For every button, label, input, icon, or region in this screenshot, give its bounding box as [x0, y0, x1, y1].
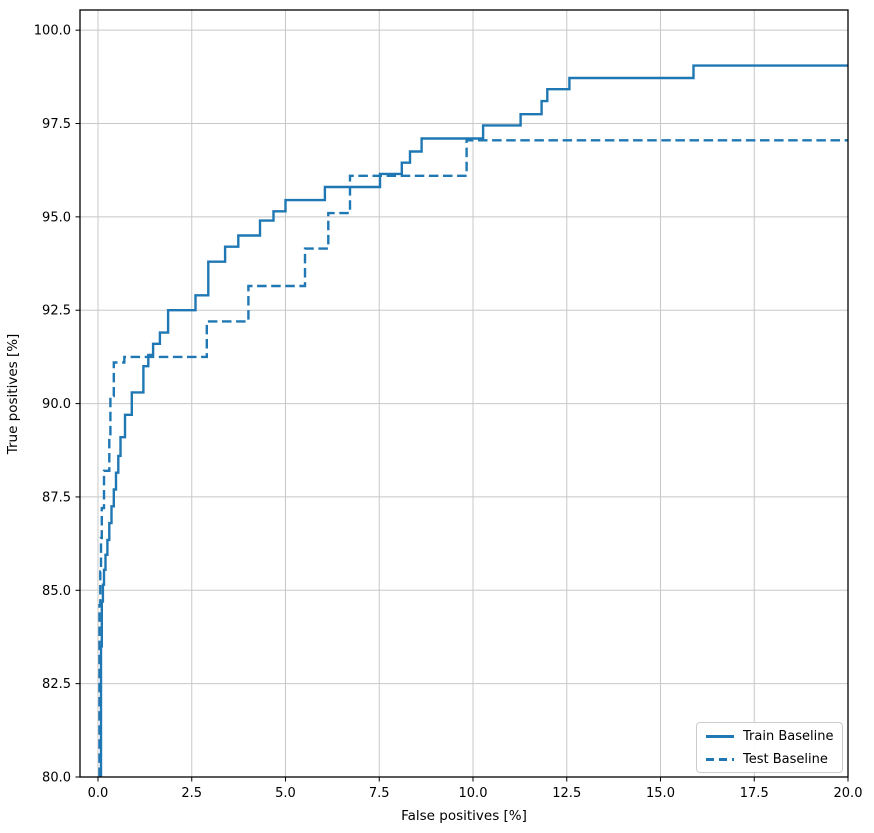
x-tick-label: 0.0 — [88, 786, 109, 801]
y-tick-label: 95.0 — [42, 210, 71, 225]
y-tick-label: 80.0 — [42, 771, 71, 786]
y-axis-label: True positives [%] — [5, 334, 21, 456]
train-baseline-line-sample — [706, 735, 734, 738]
x-tick-label: 15.0 — [646, 786, 675, 801]
legend-item-test-baseline: Test Baseline — [706, 753, 833, 766]
tick-label-layer: 0.0 2.5 5.0 7.5 10.0 12.5 15.0 17.5 20.0 80.0 82.5… — [34, 24, 863, 801]
x-tick-label: 10.0 — [459, 786, 488, 801]
legend: Train Baseline Test Baseline — [696, 722, 843, 773]
test-baseline-line-sample — [706, 758, 734, 761]
y-tick-label: 85.0 — [42, 584, 71, 599]
y-tick-label: 90.0 — [42, 397, 71, 412]
x-tick-label: 20.0 — [834, 786, 863, 801]
legend-label-train-baseline: Train Baseline — [743, 729, 834, 744]
x-tick-label: 7.5 — [369, 786, 390, 801]
plot-area-border — [79, 9, 849, 778]
y-tick-label: 92.5 — [42, 304, 71, 319]
grid-layer — [80, 10, 849, 778]
axes-layer — [75, 9, 849, 782]
x-tick-label: 2.5 — [181, 786, 202, 801]
y-tick-label: 82.5 — [42, 677, 71, 692]
x-axis-label: False positives [%] — [401, 808, 527, 824]
legend-item-train-baseline: Train Baseline — [706, 730, 833, 743]
legend-label-test-baseline: Test Baseline — [743, 752, 828, 767]
x-tick-label: 5.0 — [275, 786, 296, 801]
series-layer — [98, 64, 848, 777]
series-line-test-baseline — [98, 139, 848, 777]
y-tick-label: 100.0 — [34, 24, 71, 39]
x-tick-label: 12.5 — [552, 786, 581, 801]
series-line-train-baseline — [99, 64, 848, 777]
y-tick-label: 97.5 — [42, 117, 71, 132]
x-tick-label: 17.5 — [740, 786, 769, 801]
y-tick-label: 87.5 — [42, 490, 71, 505]
